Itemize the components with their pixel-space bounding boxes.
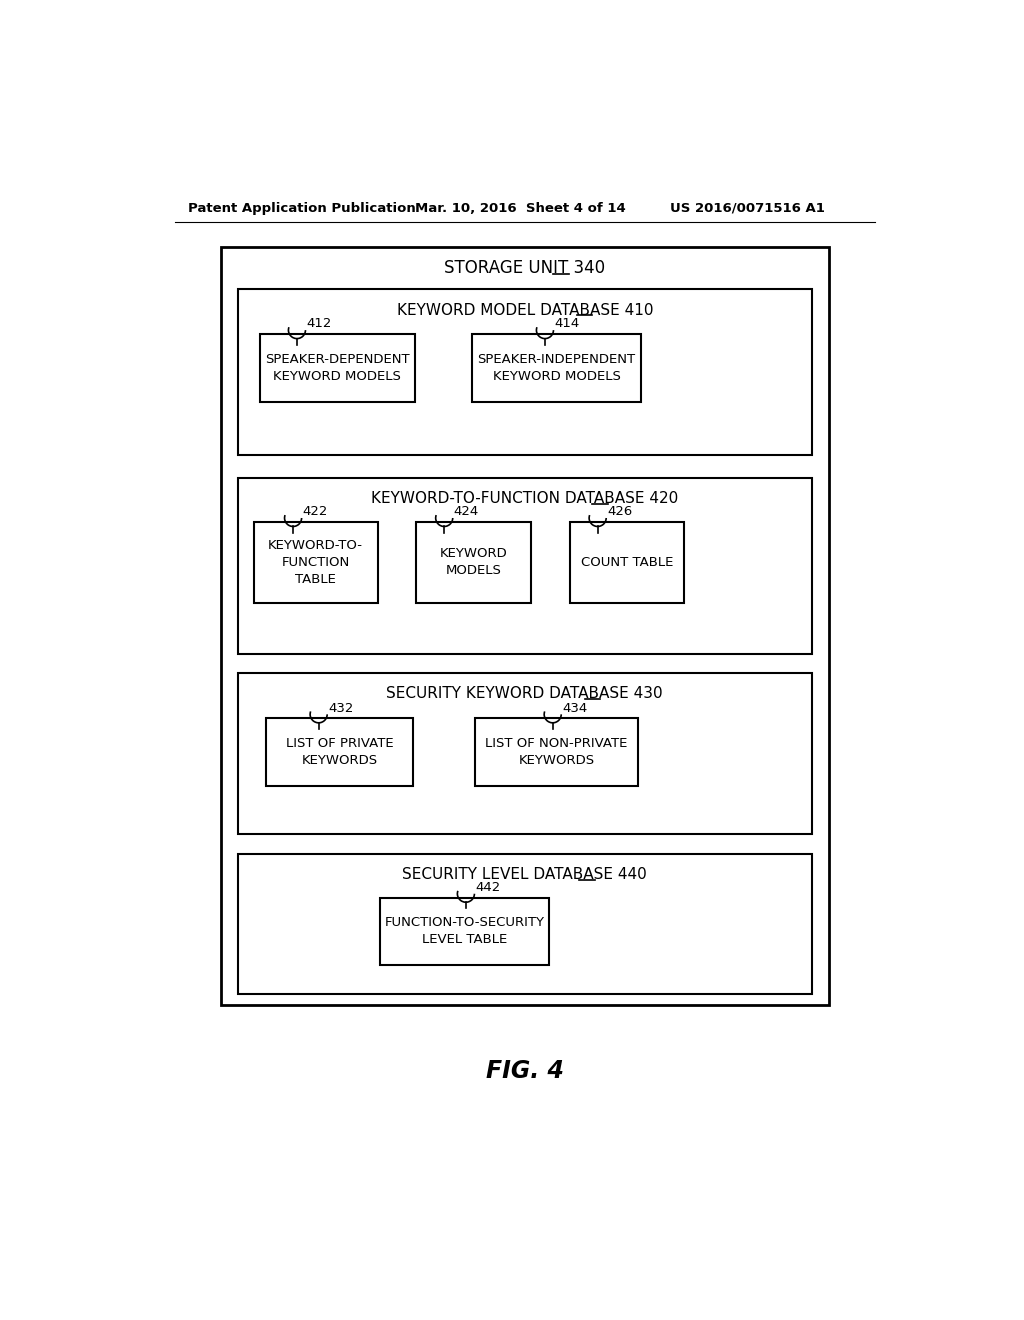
Bar	[569, 521, 684, 603]
Bar	[380, 898, 549, 965]
Text: 424: 424	[454, 506, 479, 519]
Text: STORAGE UNIT 340: STORAGE UNIT 340	[444, 259, 605, 277]
Text: LIST OF PRIVATE
KEYWORDS: LIST OF PRIVATE KEYWORDS	[286, 737, 393, 767]
Text: 426: 426	[607, 506, 632, 519]
Bar	[221, 247, 828, 1006]
Text: 422: 422	[302, 506, 328, 519]
Text: KEYWORD-TO-FUNCTION DATABASE 420: KEYWORD-TO-FUNCTION DATABASE 420	[371, 491, 679, 507]
Text: 412: 412	[306, 317, 332, 330]
Text: FUNCTION-TO-SECURITY
LEVEL TABLE: FUNCTION-TO-SECURITY LEVEL TABLE	[384, 916, 545, 946]
Text: 442: 442	[475, 880, 501, 894]
Bar	[238, 289, 812, 455]
Text: Mar. 10, 2016  Sheet 4 of 14: Mar. 10, 2016 Sheet 4 of 14	[415, 202, 626, 215]
Text: 414: 414	[554, 317, 580, 330]
Text: COUNT TABLE: COUNT TABLE	[581, 556, 674, 569]
Text: SPEAKER-INDEPENDENT
KEYWORD MODELS: SPEAKER-INDEPENDENT KEYWORD MODELS	[477, 352, 636, 383]
Bar	[472, 334, 641, 401]
Bar	[238, 673, 812, 834]
Text: KEYWORD MODEL DATABASE 410: KEYWORD MODEL DATABASE 410	[396, 302, 653, 318]
Bar	[260, 334, 415, 401]
Bar	[417, 521, 531, 603]
Bar	[475, 718, 638, 785]
Text: US 2016/0071516 A1: US 2016/0071516 A1	[671, 202, 825, 215]
Text: SPEAKER-DEPENDENT
KEYWORD MODELS: SPEAKER-DEPENDENT KEYWORD MODELS	[265, 352, 410, 383]
Text: KEYWORD-TO-
FUNCTION
TABLE: KEYWORD-TO- FUNCTION TABLE	[268, 539, 364, 586]
Text: SECURITY LEVEL DATABASE 440: SECURITY LEVEL DATABASE 440	[402, 867, 647, 882]
Text: 434: 434	[562, 702, 587, 714]
Text: Patent Application Publication: Patent Application Publication	[188, 202, 416, 215]
Bar	[254, 521, 378, 603]
Bar	[238, 478, 812, 653]
Bar	[238, 854, 812, 994]
Text: KEYWORD
MODELS: KEYWORD MODELS	[439, 548, 508, 577]
Text: LIST OF NON-PRIVATE
KEYWORDS: LIST OF NON-PRIVATE KEYWORDS	[485, 737, 628, 767]
Bar	[266, 718, 414, 785]
Text: FIG. 4: FIG. 4	[485, 1059, 564, 1082]
Text: SECURITY KEYWORD DATABASE 430: SECURITY KEYWORD DATABASE 430	[386, 686, 664, 701]
Text: 432: 432	[328, 702, 353, 714]
